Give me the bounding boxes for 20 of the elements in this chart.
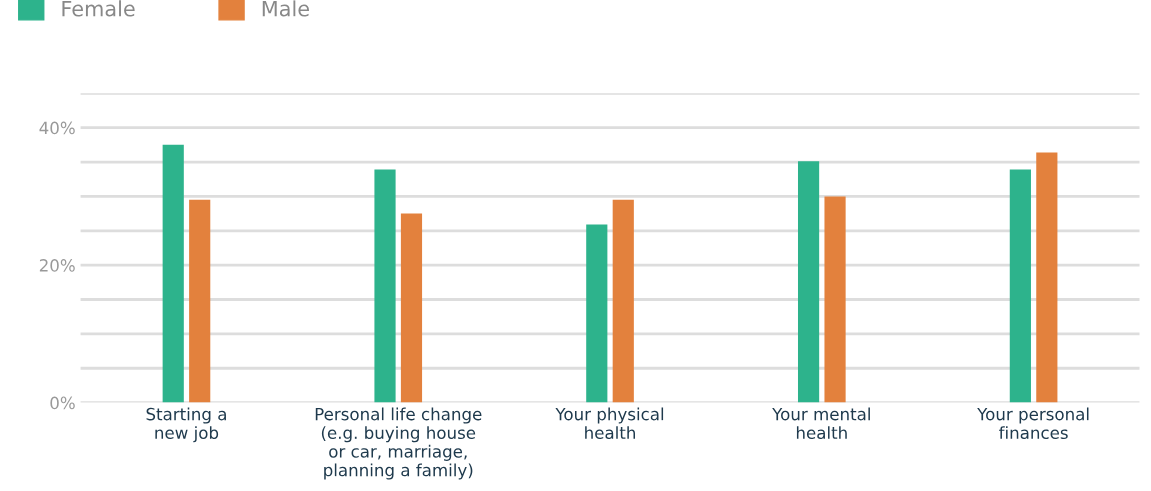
bar bbox=[162, 144, 184, 403]
y-tick-label: 40% bbox=[39, 121, 75, 135]
bar bbox=[400, 213, 423, 403]
legend-label: Female bbox=[62, 0, 135, 17]
bar bbox=[797, 161, 820, 403]
bar bbox=[1009, 169, 1031, 403]
x-tick-label: Your personal finances bbox=[977, 407, 1089, 440]
y-tick-label: 0% bbox=[50, 396, 75, 410]
bar bbox=[612, 199, 634, 403]
bar bbox=[1036, 152, 1058, 403]
x-tick-label: Personal life change (e.g. buying house or car, marriage, planning a family) bbox=[315, 407, 482, 480]
bar bbox=[374, 169, 396, 403]
bar bbox=[189, 199, 211, 403]
bar bbox=[824, 196, 846, 403]
x-tick-label: Your mental health bbox=[772, 407, 870, 440]
bar bbox=[586, 224, 608, 403]
x-tick-label: Your physical health bbox=[555, 407, 664, 440]
x-tick-label: Starting a new job bbox=[146, 407, 226, 443]
y-tick-label: 20% bbox=[39, 259, 75, 272]
legend-label: Male bbox=[262, 0, 309, 17]
